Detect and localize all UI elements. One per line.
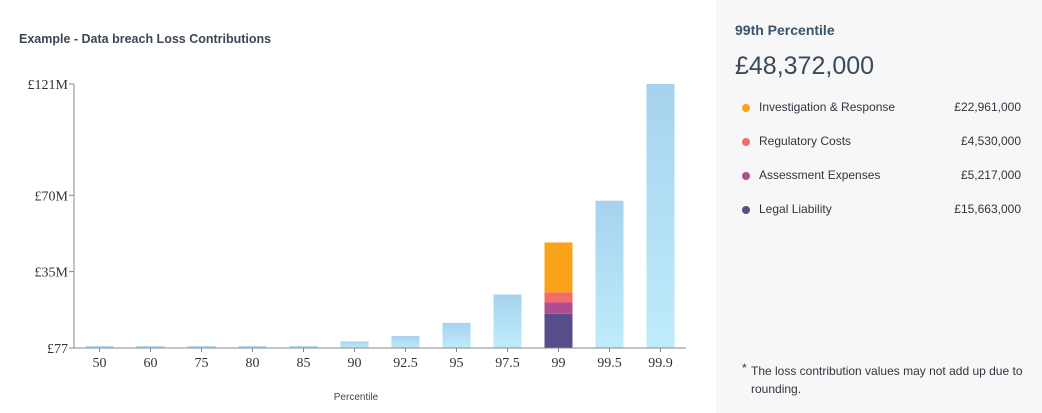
- bar-95: [442, 322, 471, 348]
- panel-total: £48,372,000: [735, 52, 875, 80]
- bars: [85, 84, 675, 348]
- y-axis: £77 £35M £70M £121M: [28, 78, 75, 357]
- x-tick-label: 80: [246, 356, 260, 371]
- chart-panel: Example - Data breach Loss Contributions…: [19, 32, 686, 403]
- footnote-text: The loss contribution values may not add…: [751, 364, 1023, 396]
- legend-item-legal: Legal Liability £15,663,000: [742, 201, 1021, 221]
- footnote: * The loss contribution values may not a…: [742, 361, 1023, 398]
- legend-item-investigation: Investigation & Response £22,961,000: [742, 99, 1021, 119]
- panel-heading: 99th Percentile: [735, 22, 835, 38]
- bar-80: [238, 346, 267, 348]
- x-tick-label: 97.5: [495, 356, 520, 371]
- x-axis-label: Percentile: [334, 392, 379, 403]
- legend-label: Regulatory Costs: [759, 134, 852, 148]
- bar-92.5: [391, 336, 420, 348]
- x-tick-label: 99.9: [648, 356, 673, 371]
- legend-value: £15,663,000: [954, 202, 1021, 216]
- bar-99.5: [595, 200, 624, 348]
- x-tick-label: 90: [348, 356, 362, 371]
- bar-90: [340, 341, 369, 348]
- legend-label: Investigation & Response: [759, 100, 896, 114]
- x-tick-label: 95: [450, 356, 464, 371]
- x-axis: 50 60 75 80 85 90 92.5 95 97.5 99 99.5 99.9: [74, 347, 686, 371]
- stacked-segment-investigation-response: [544, 242, 573, 293]
- y-tick-label: £121M: [28, 78, 69, 93]
- y-tick-label: £70M: [35, 189, 69, 204]
- bar-97.5: [493, 294, 522, 348]
- stacked-segment-assessment-expenses: [544, 302, 573, 314]
- bar-chart: £77 £35M £70M £121M 50 60 75 80 85 90 92.5 95 97.5 9…: [28, 78, 686, 403]
- legend-item-regulatory: Regulatory Costs £4,530,000: [742, 133, 1021, 153]
- legend-value: £4,530,000: [960, 134, 1021, 148]
- legend-dot-icon: [742, 104, 750, 112]
- bar-99.9: [646, 84, 675, 348]
- bar-50: [85, 346, 114, 348]
- legend-value: £22,961,000: [954, 100, 1021, 114]
- bar-75: [187, 346, 216, 348]
- y-tick-label: £77: [47, 342, 68, 357]
- stacked-segment-regulatory-costs: [544, 292, 573, 303]
- chart-title: Example - Data breach Loss Contributions: [19, 32, 272, 46]
- breakdown-panel: 99th Percentile £48,372,000 Investigatio…: [716, 0, 1042, 413]
- x-tick-label: 50: [93, 356, 107, 371]
- bar-85: [289, 346, 318, 348]
- legend-dot-icon: [742, 206, 750, 214]
- x-tick-label: 92.5: [393, 356, 418, 371]
- x-tick-label: 99.5: [597, 356, 622, 371]
- x-tick-label: 99: [552, 356, 566, 371]
- legend-dot-icon: [742, 138, 750, 146]
- legend-dot-icon: [742, 172, 750, 180]
- legend-label: Assessment Expenses: [759, 168, 881, 182]
- legend-label: Legal Liability: [759, 202, 832, 216]
- x-tick-label: 75: [195, 356, 209, 371]
- legend-value: £5,217,000: [960, 168, 1021, 182]
- x-tick-label: 85: [297, 356, 311, 371]
- bar-60: [136, 346, 165, 348]
- stacked-segment-legal-liability: [544, 313, 573, 348]
- footnote-asterisk: *: [742, 361, 747, 375]
- x-tick-label: 60: [144, 356, 158, 371]
- y-tick-label: £35M: [35, 266, 69, 281]
- legend-item-assessment: Assessment Expenses £5,217,000: [742, 167, 1021, 187]
